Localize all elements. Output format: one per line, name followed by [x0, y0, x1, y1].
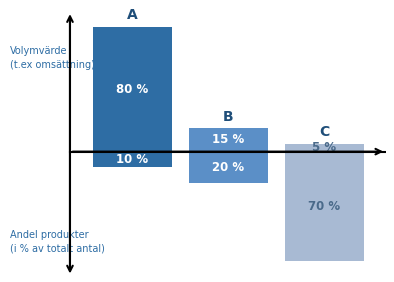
Bar: [189, 152, 268, 183]
Text: 10 %: 10 %: [116, 153, 148, 166]
Bar: [93, 152, 172, 167]
Text: C: C: [319, 125, 329, 139]
Bar: [189, 128, 268, 152]
Bar: [284, 144, 364, 152]
Text: 20 %: 20 %: [212, 161, 244, 174]
Text: Volymvärde
(t.ex omsättning): Volymvärde (t.ex omsättning): [10, 47, 95, 70]
Text: A: A: [127, 8, 138, 22]
Bar: [284, 152, 364, 261]
Bar: [93, 27, 172, 152]
Text: 15 %: 15 %: [212, 133, 244, 146]
Text: 5 %: 5 %: [312, 141, 336, 154]
Text: Andel produkter
(i % av totalt antal): Andel produkter (i % av totalt antal): [10, 230, 105, 254]
Text: B: B: [223, 109, 233, 124]
Text: 80 %: 80 %: [116, 83, 148, 96]
Text: 70 %: 70 %: [308, 200, 340, 213]
